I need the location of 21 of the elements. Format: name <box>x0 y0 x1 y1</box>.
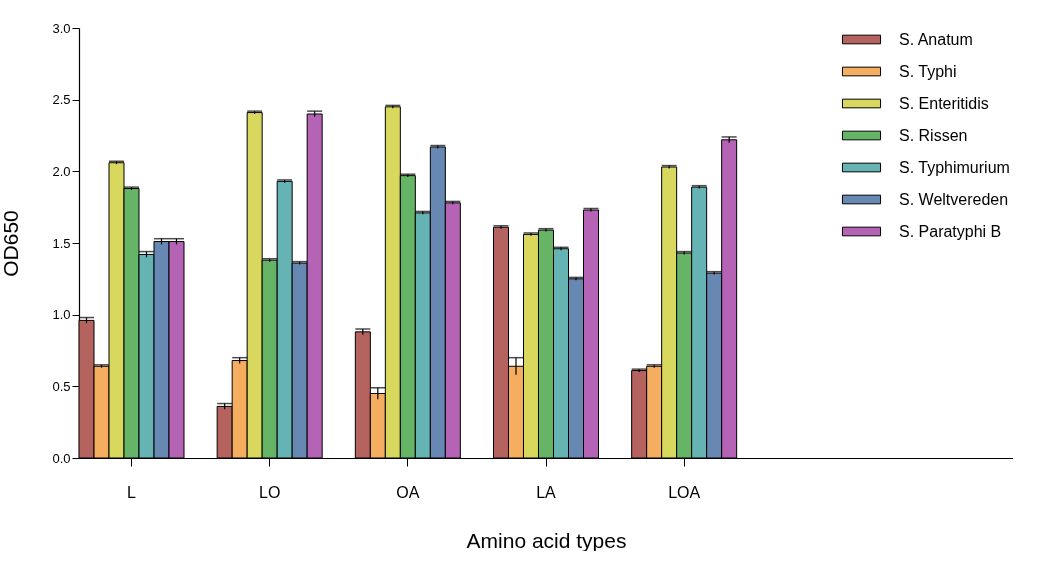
legend-label: S. Enteritidis <box>899 94 989 112</box>
x-tick-label: LOA <box>668 483 701 501</box>
legend-label: S. Anatum <box>899 30 973 48</box>
legend-label: S. Rissen <box>899 126 968 144</box>
x-tick-label: L <box>127 483 137 501</box>
y-tick-label: 2.0 <box>52 163 71 179</box>
y-tick-label: 0.0 <box>52 450 71 466</box>
x-axis-title: Amino acid types <box>466 528 627 552</box>
y-tick-label: 1.0 <box>52 307 71 323</box>
legend-label: S. Typhi <box>899 62 957 80</box>
y-tick-label: 2.5 <box>52 92 71 108</box>
y-tick-label: 3.0 <box>52 20 71 36</box>
legend-label: S. Weltvereden <box>899 190 1009 208</box>
x-tick-label: OA <box>396 483 420 501</box>
y-tick-label: 1.5 <box>52 235 71 251</box>
x-tick-label: LA <box>536 483 557 501</box>
y-tick-label: 0.5 <box>52 378 71 394</box>
y-axis-title: OD650 <box>0 210 23 277</box>
legend-label: S. Typhimurium <box>899 158 1010 176</box>
x-tick-label: LO <box>259 483 281 501</box>
legend-label: S. Paratyphi B <box>899 222 1002 240</box>
